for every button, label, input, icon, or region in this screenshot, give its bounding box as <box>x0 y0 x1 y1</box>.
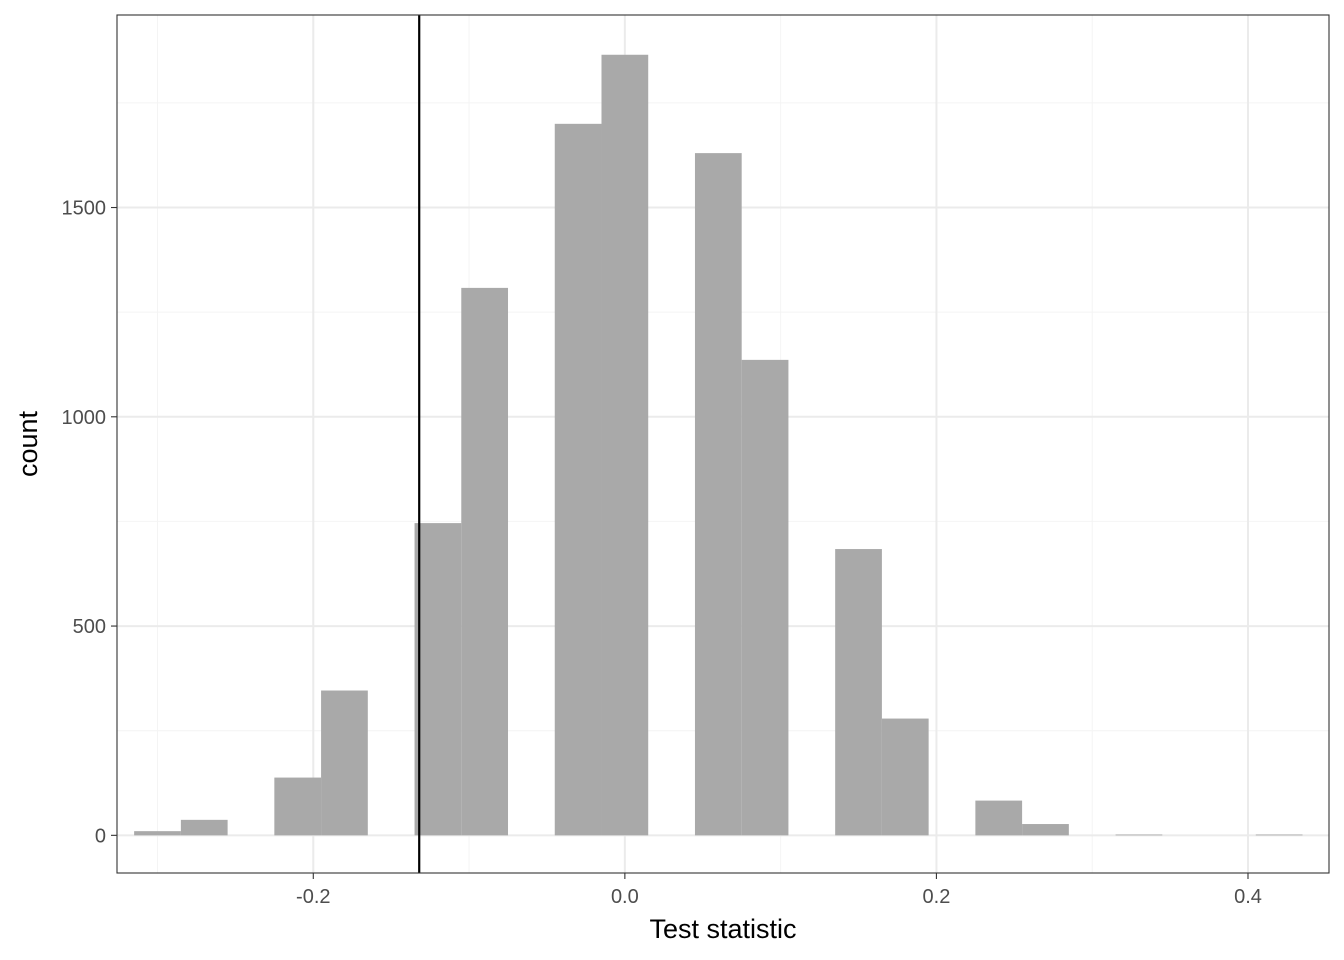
y-tick-label: 0 <box>95 825 106 847</box>
histogram-bar <box>694 153 742 836</box>
x-axis-title: Test statistic <box>649 914 796 944</box>
histogram-bar <box>975 800 1023 836</box>
y-tick-label: 1500 <box>62 198 107 220</box>
x-tick-label: 0.0 <box>611 886 639 908</box>
histogram-bar <box>274 777 322 836</box>
histogram-bar <box>180 819 228 836</box>
histogram-bar <box>414 523 462 836</box>
x-tick-label: 0.4 <box>1234 886 1262 908</box>
x-tick-label: 0.2 <box>923 886 951 908</box>
y-tick-label: 500 <box>73 616 106 638</box>
histogram-bar <box>881 718 929 836</box>
panel-border <box>116 14 1330 874</box>
histogram-bar <box>1255 834 1303 836</box>
histogram-bar <box>554 123 602 836</box>
histogram-bars <box>134 54 1303 836</box>
y-axis-ticks: 0 500 1000 1500 <box>62 198 117 847</box>
y-tick-label: 1000 <box>62 407 107 429</box>
histogram-bar <box>1022 824 1069 836</box>
histogram-bar <box>835 549 882 836</box>
x-axis-ticks: -0.2 0.0 0.2 0.4 <box>296 873 1262 908</box>
y-axis-title: count <box>13 410 43 477</box>
x-tick-label: -0.2 <box>296 886 330 908</box>
histogram-bar <box>1115 834 1163 836</box>
histogram-bar <box>601 54 649 836</box>
histogram-bar <box>321 690 368 836</box>
histogram-bar <box>134 831 181 836</box>
histogram-bar <box>741 359 789 836</box>
histogram-bar <box>461 287 509 836</box>
